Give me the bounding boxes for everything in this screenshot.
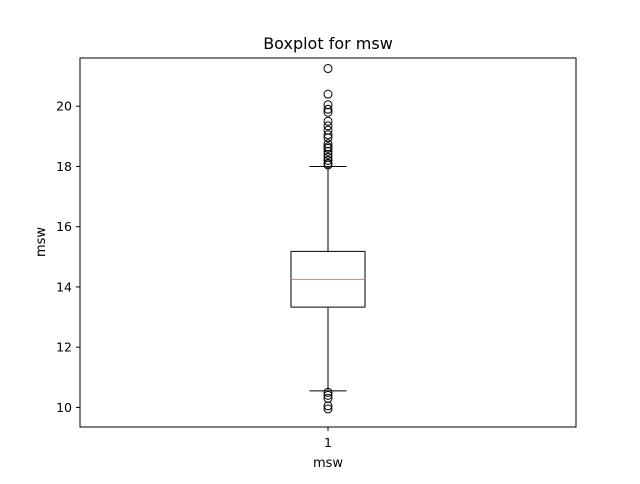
y-tick-label: 14: [56, 279, 72, 294]
outlier-point: [323, 401, 333, 411]
x-axis-label: msw: [313, 456, 343, 471]
outlier-point: [323, 155, 333, 165]
plot-area: 10 12 14 16 18 20 1: [56, 64, 366, 450]
outlier-point: [323, 89, 333, 99]
outlier-point: [323, 160, 333, 170]
chart-title: Boxplot for msw: [263, 34, 393, 53]
axes-frame: [79, 57, 577, 428]
outlier-point: [323, 149, 333, 159]
outlier-point: [323, 404, 333, 414]
outlier-point: [323, 390, 333, 400]
outlier-point: [323, 130, 333, 140]
outlier-point: [323, 104, 333, 114]
outlier-point: [323, 121, 333, 131]
outlier-point: [323, 133, 333, 143]
outlier-point: [323, 143, 333, 153]
y-axis-label: msw: [34, 227, 49, 257]
outlier-point: [323, 64, 333, 74]
outlier-point: [323, 146, 333, 156]
y-tick-label: 12: [56, 340, 72, 355]
y-tick-label: 10: [56, 400, 72, 415]
outlier-point: [323, 107, 333, 117]
x-tick-label: 1: [324, 435, 332, 450]
y-tick-label: 16: [56, 219, 72, 234]
outlier-point: [323, 116, 333, 126]
y-tick-label: 18: [56, 159, 72, 174]
outlier-point: [323, 387, 333, 397]
y-tick-label: 20: [56, 99, 72, 114]
